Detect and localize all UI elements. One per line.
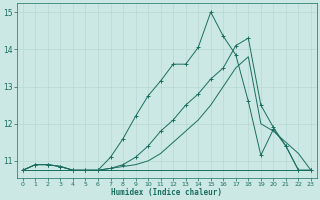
X-axis label: Humidex (Indice chaleur): Humidex (Indice chaleur) <box>111 188 222 197</box>
